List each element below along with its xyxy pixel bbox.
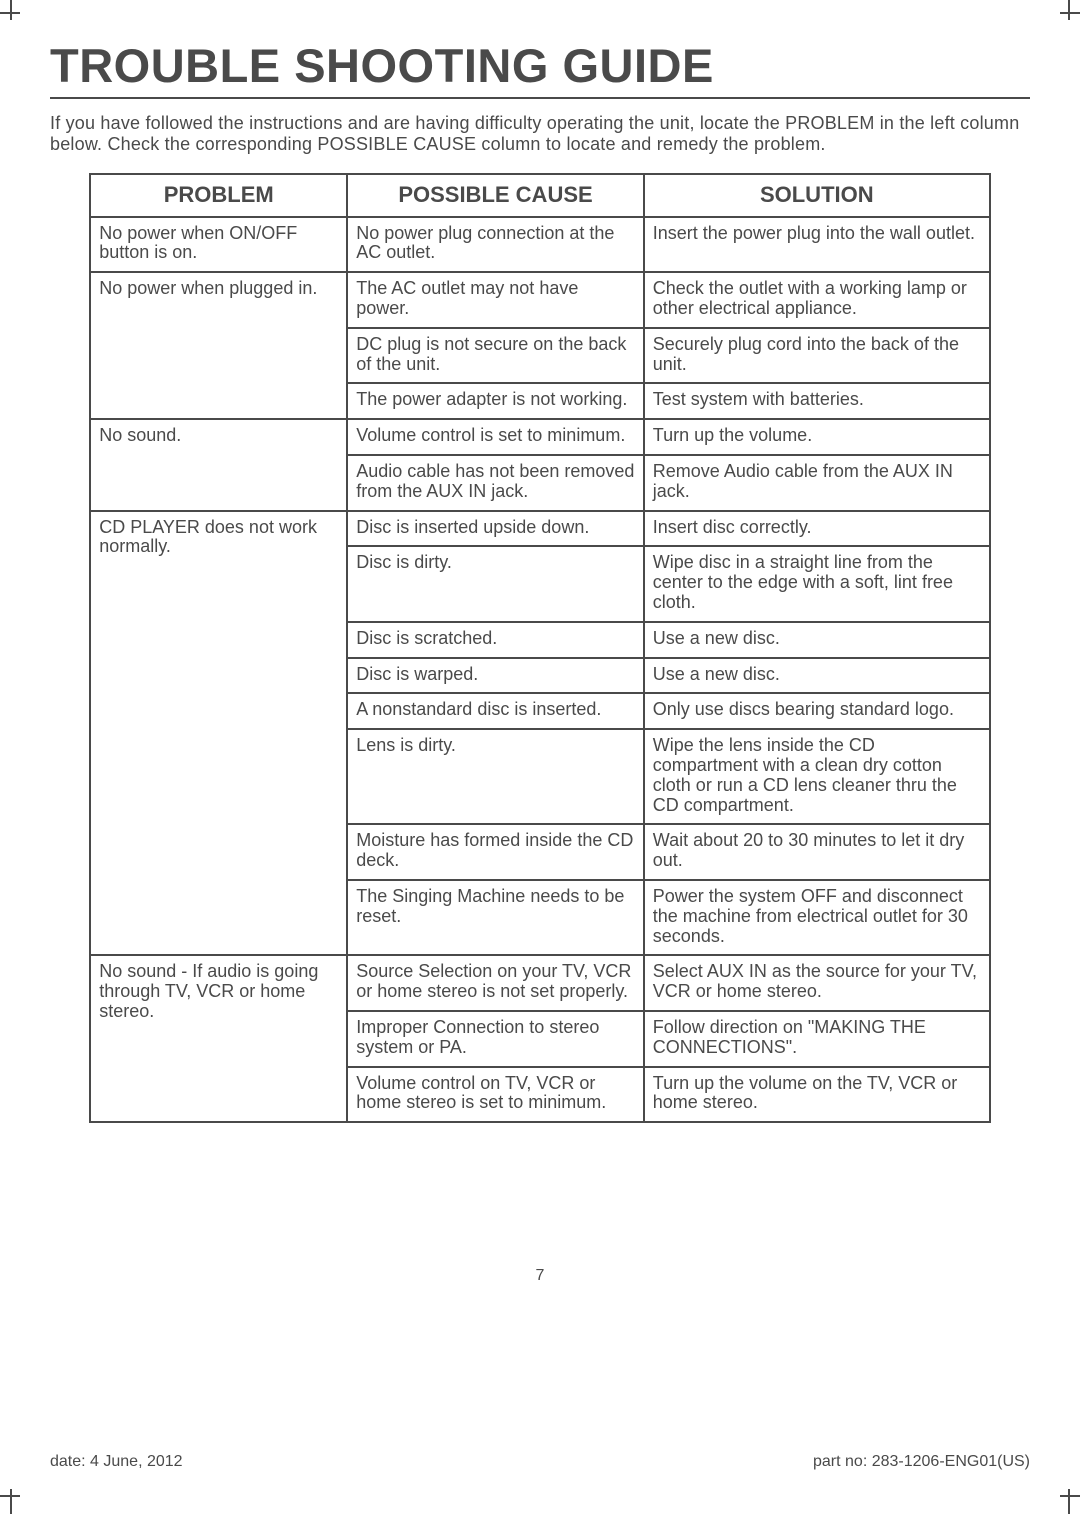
header-solution: SOLUTION [644,174,990,216]
header-cause: POSSIBLE CAUSE [347,174,644,216]
cell-solution: Only use discs bearing standard logo. [644,693,990,729]
crop-mark [1068,1489,1070,1514]
page-footer: 7 date: 4 June, 2012 part no: 283-1206-E… [50,1267,1030,1471]
table-row: No power when ON/OFF button is on.No pow… [90,217,990,273]
cell-problem: No power when plugged in. [90,272,347,419]
table-row: No power when plugged in.The AC outlet m… [90,272,990,328]
intro-text: If you have followed the instructions an… [50,113,1030,155]
cell-cause: Disc is dirty. [347,546,644,621]
cell-solution: Remove Audio cable from the AUX IN jack. [644,455,990,511]
cell-solution: Follow direction on "MAKING THE CONNECTI… [644,1011,990,1067]
page-title: TROUBLE SHOOTING GUIDE [50,38,1030,99]
cell-cause: The Singing Machine needs to be reset. [347,880,644,955]
cell-cause: Volume control on TV, VCR or home stereo… [347,1067,644,1123]
cell-solution: Wipe the lens inside the CD compartment … [644,729,990,824]
footer-date: date: 4 June, 2012 [50,1453,183,1471]
cell-cause: Improper Connection to stereo system or … [347,1011,644,1067]
cell-problem: No power when ON/OFF button is on. [90,217,347,273]
table-row: No sound.Volume control is set to minimu… [90,419,990,455]
cell-solution: Turn up the volume. [644,419,990,455]
table-row: No sound - If audio is going through TV,… [90,955,990,1011]
cell-cause: The AC outlet may not have power. [347,272,644,328]
crop-mark [1060,1495,1080,1497]
cell-solution: Use a new disc. [644,622,990,658]
crop-mark [10,1489,12,1514]
cell-solution: Test system with batteries. [644,383,990,419]
header-problem: PROBLEM [90,174,347,216]
cell-cause: Moisture has formed inside the CD deck. [347,824,644,880]
cell-solution: Check the outlet with a working lamp or … [644,272,990,328]
cell-solution: Securely plug cord into the back of the … [644,328,990,384]
cell-problem: No sound. [90,419,347,510]
cell-solution: Wipe disc in a straight line from the ce… [644,546,990,621]
cell-solution: Turn up the volume on the TV, VCR or hom… [644,1067,990,1123]
table-body: No power when ON/OFF button is on.No pow… [90,217,990,1123]
cell-cause: Disc is inserted upside down. [347,511,644,547]
cell-cause: Volume control is set to minimum. [347,419,644,455]
cell-cause: A nonstandard disc is inserted. [347,693,644,729]
cell-solution: Power the system OFF and disconnect the … [644,880,990,955]
footer-partno: part no: 283-1206-ENG01(US) [813,1453,1030,1471]
cell-cause: Disc is scratched. [347,622,644,658]
cell-solution: Insert disc correctly. [644,511,990,547]
cell-problem: CD PLAYER does not work normally. [90,511,347,956]
cell-solution: Use a new disc. [644,658,990,694]
crop-mark [1068,0,1070,20]
cell-cause: The power adapter is not working. [347,383,644,419]
troubleshooting-table: PROBLEM POSSIBLE CAUSE SOLUTION No power… [89,173,991,1123]
cell-cause: Source Selection on your TV, VCR or home… [347,955,644,1011]
crop-mark [1060,12,1080,14]
cell-solution: Wait about 20 to 30 minutes to let it dr… [644,824,990,880]
table-header-row: PROBLEM POSSIBLE CAUSE SOLUTION [90,174,990,216]
cell-solution: Select AUX IN as the source for your TV,… [644,955,990,1011]
document-page: TROUBLE SHOOTING GUIDE If you have follo… [0,0,1080,1509]
cell-cause: Disc is warped. [347,658,644,694]
cell-solution: Insert the power plug into the wall outl… [644,217,990,273]
cell-cause: Lens is dirty. [347,729,644,824]
cell-cause: DC plug is not secure on the back of the… [347,328,644,384]
crop-mark [10,0,12,20]
page-number: 7 [50,1267,1030,1285]
cell-cause: Audio cable has not been removed from th… [347,455,644,511]
cell-problem: No sound - If audio is going through TV,… [90,955,347,1122]
table-row: CD PLAYER does not work normally.Disc is… [90,511,990,547]
cell-cause: No power plug connection at the AC outle… [347,217,644,273]
